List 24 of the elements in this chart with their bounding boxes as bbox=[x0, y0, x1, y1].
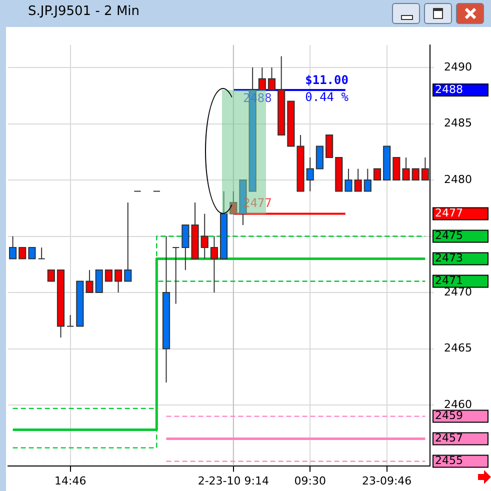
x-tick-label: 09:30 bbox=[294, 474, 326, 488]
data-label: 2459 bbox=[435, 409, 463, 422]
y-tick-label: 2465 bbox=[444, 342, 472, 355]
y-tick-label: 2470 bbox=[444, 285, 472, 298]
x-tick-label: 2-23-10 9:14 bbox=[198, 474, 269, 488]
y-tick-label: 2490 bbox=[444, 60, 472, 74]
candlestick bbox=[38, 247, 46, 260]
x-tick-label: 14:46 bbox=[54, 474, 86, 488]
candlestick bbox=[172, 247, 180, 304]
annotation: 0.44 % bbox=[305, 90, 350, 104]
data-label: 2473 bbox=[435, 252, 463, 265]
chart-title: S.JP.J9501 - 2 Min bbox=[28, 4, 140, 19]
data-label: 2455 bbox=[435, 454, 463, 468]
x-tick-label: 23-09:46 bbox=[362, 474, 412, 488]
text: 2477 bbox=[435, 206, 463, 220]
y-tick-label: 2485 bbox=[444, 116, 472, 130]
data-label: 2475 bbox=[435, 229, 463, 242]
candlestick bbox=[66, 314, 74, 327]
data-label: 2457 bbox=[435, 432, 463, 445]
y-tick-label: 2480 bbox=[444, 172, 472, 186]
y-tick-label: 2460 bbox=[444, 398, 472, 411]
text: 2488 bbox=[435, 82, 463, 96]
data-label: 2471 bbox=[435, 274, 463, 288]
annotation: $11.00 bbox=[305, 73, 348, 88]
